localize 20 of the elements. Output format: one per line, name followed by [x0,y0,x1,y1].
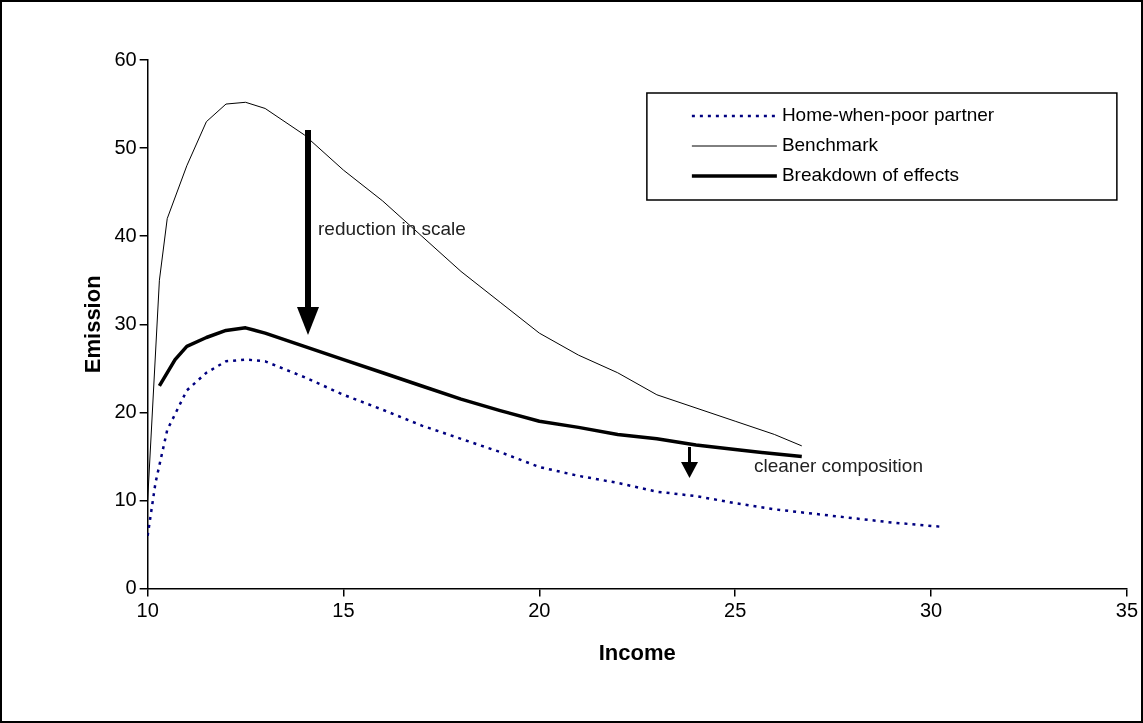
y-axis-title: Emission [80,275,106,374]
y-tick-label: 40 [114,223,137,246]
annotation: reduction in scale [318,218,466,240]
y-tick-label: 60 [114,47,137,70]
y-tick-label: 10 [114,488,137,511]
y-tick-label: 30 [114,311,137,334]
y-tick-label: 50 [114,135,137,158]
y-tick-label: 20 [114,399,137,422]
x-axis-title: Income [598,639,676,665]
x-tick-label: 30 [919,599,943,622]
legend-label: Breakdown of effects [781,164,959,186]
x-tick-label: 25 [724,599,747,622]
legend-label: Home-when-poor partner [781,104,995,126]
x-tick-label: 10 [136,599,159,622]
legend-label: Benchmark [781,134,879,156]
x-tick-label: 15 [332,599,355,622]
x-tick-label: 20 [528,599,551,622]
x-tick-label: 35 [1115,599,1138,622]
y-tick-label: 0 [125,576,137,599]
annotation: cleaner composition [754,455,923,477]
